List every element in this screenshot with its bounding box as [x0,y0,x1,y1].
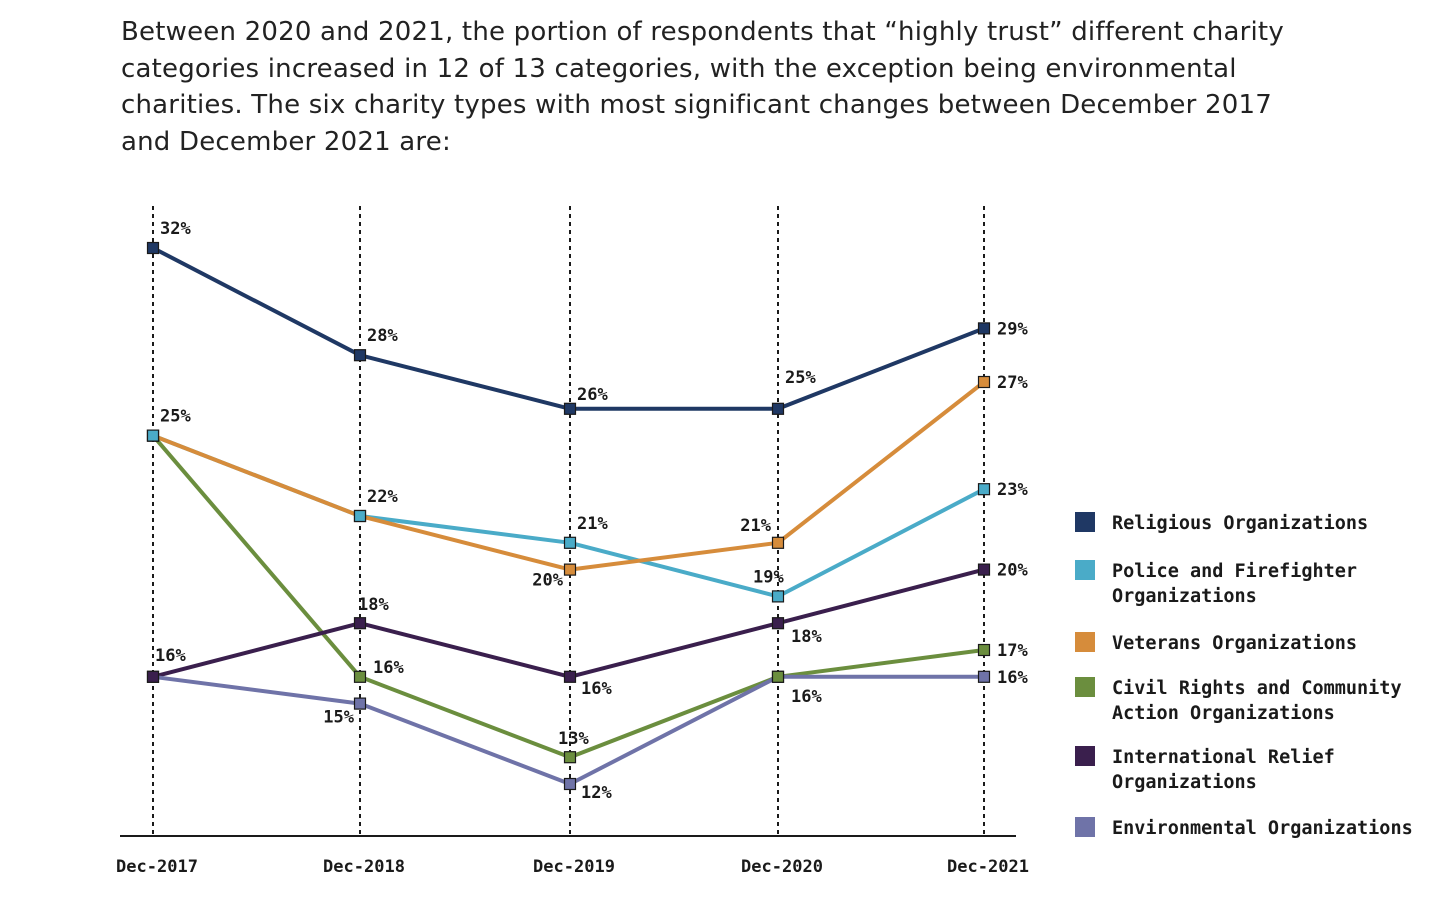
data-label: 16% [581,679,612,699]
data-label: 27% [997,373,1028,393]
data-point [977,670,991,683]
data-label: 18% [791,627,822,647]
data-point [353,697,367,710]
data-point [563,777,577,791]
data-point [977,322,991,335]
chart-headline: Between 2020 and 2021, the portion of re… [121,17,1284,157]
data-point [771,590,785,603]
legend-swatch [1075,746,1095,766]
series-line [152,567,985,679]
data-label: 25% [160,407,191,427]
data-point [563,536,577,549]
data-point [353,617,367,630]
data-label: 16% [155,646,186,666]
data-label: 16% [791,687,822,707]
legend-label: Organizations [1112,586,1257,607]
data-label: 21% [740,516,771,536]
data-label: 32% [160,219,191,239]
data-label: 21% [577,514,608,534]
legend-item: Environmental Organizations [1075,817,1413,839]
data-label: 15% [323,708,354,728]
legend-swatch [1075,677,1095,697]
data-point [771,617,785,630]
data-point [146,670,160,683]
series-line [152,246,985,411]
data-label: 23% [997,480,1028,500]
data-label: 20% [997,561,1028,581]
data-point [771,536,785,549]
data-point [771,670,785,683]
legend: Religious Organizations Police and Firefi… [1075,512,1413,839]
data-point [977,643,991,657]
data-point [353,509,367,523]
data-label: 16% [373,658,404,678]
data-point [353,670,367,683]
data-label: 17% [997,641,1028,661]
data-label: 13% [558,729,589,749]
x-tick-label: Dec-2018 [323,857,405,877]
x-tick-label: Dec-2020 [741,857,823,877]
x-tick-label: Dec-2017 [116,857,198,877]
data-label: 26% [577,385,608,405]
legend-swatch [1075,560,1095,580]
x-tick-labels: Dec-2017 Dec-2018 Dec-2019 Dec-2020 Dec-2021 [116,857,1029,877]
legend-item: Police and Firefighter Organizations [1075,560,1357,607]
data-point [977,375,991,389]
data-label: 18% [358,595,389,615]
legend-item: Civil Rights and Community Action Organiz… [1075,677,1402,724]
data-label: 29% [997,319,1028,339]
legend-swatch [1075,817,1095,837]
data-labels: 32% 28% 26% 25% 29% 25% 22% 21% 19% 23% 20% 21% 27% 1… [155,219,1028,803]
data-label: 25% [785,368,816,388]
data-point [146,241,160,255]
data-label: 20% [532,571,563,591]
data-point [563,751,577,764]
legend-label: Organizations [1112,772,1257,793]
legend-swatch [1075,632,1095,652]
x-tick-label: Dec-2021 [947,857,1029,877]
data-point [977,563,991,576]
data-point [563,670,577,683]
legend-label: Religious Organizations [1112,513,1368,534]
legend-swatch [1075,512,1095,532]
legend-label: Police and Firefighter [1112,561,1357,582]
data-point [563,402,577,415]
legend-label: Civil Rights and Community [1112,678,1402,699]
data-label: 16% [997,668,1028,688]
x-tick-label: Dec-2019 [533,857,615,877]
data-point [563,563,577,576]
data-label: 12% [581,783,612,803]
data-label: 22% [367,487,398,507]
legend-label: Action Organizations [1112,703,1335,724]
data-point [771,402,785,415]
legend-item: Religious Organizations [1075,512,1368,534]
legend-item: Veterans Organizations [1075,632,1357,654]
data-point [977,483,991,496]
legend-item: International Relief Organizations [1075,746,1335,793]
legend-label: Veterans Organizations [1112,633,1357,654]
data-point [146,429,160,442]
data-label: 28% [367,326,398,346]
legend-label: Environmental Organizations [1112,818,1413,839]
legend-label: International Relief [1112,747,1335,768]
data-point [353,349,367,362]
data-label: 19% [753,567,784,587]
series-lines [146,241,991,791]
